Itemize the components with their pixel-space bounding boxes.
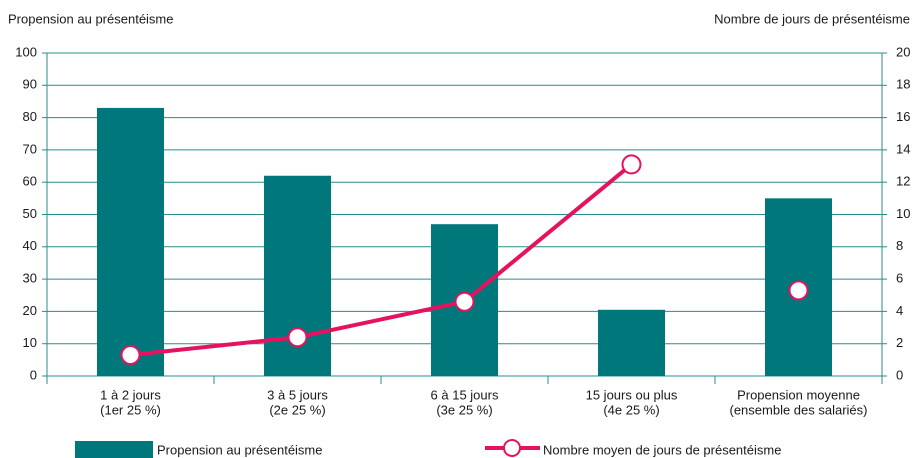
- legend-label: Propension au présentéisme: [157, 442, 323, 457]
- y-tick-label: 10: [23, 335, 37, 350]
- y2-tick-label: 12: [896, 174, 910, 189]
- x-tick-label: Propension moyenne: [737, 387, 860, 402]
- line-marker: [621, 154, 642, 175]
- y-tick-label: 60: [23, 174, 37, 189]
- y2-tick-label: 6: [896, 271, 903, 286]
- line-marker: [287, 327, 308, 348]
- x-tick-label: (ensemble des salariés): [729, 402, 867, 417]
- y2-tick-label: 18: [896, 77, 910, 92]
- y-tick-label: 20: [23, 303, 37, 318]
- y-axis-title: Propension au présentéisme: [8, 11, 174, 26]
- y-tick-label: 90: [23, 77, 37, 92]
- legend-label: Nombre moyen de jours de présentéisme: [543, 442, 781, 457]
- x-tick-label: (2e 25 %): [269, 402, 325, 417]
- bar: [97, 107, 164, 376]
- y2-tick-label: 20: [896, 44, 910, 59]
- bar: [598, 309, 665, 376]
- y-tick-label: 80: [23, 109, 37, 124]
- legend-swatch: [75, 441, 153, 458]
- x-tick-label: (3e 25 %): [436, 402, 492, 417]
- y2-tick-label: 2: [896, 335, 903, 350]
- y2-tick-label: 0: [896, 367, 903, 382]
- y2-tick-label: 10: [896, 206, 910, 221]
- y2-axis-title: Nombre de jours de présentéisme: [714, 11, 910, 26]
- line-marker: [454, 291, 475, 312]
- y-tick-label: 0: [30, 367, 37, 382]
- y-tick-label: 50: [23, 206, 37, 221]
- y-tick-label: 30: [23, 271, 37, 286]
- y-tick-label: 40: [23, 238, 37, 253]
- y2-tick-label: 8: [896, 238, 903, 253]
- y2-tick-label: 14: [896, 141, 910, 156]
- legend-marker: [503, 439, 521, 457]
- x-tick-label: (1er 25 %): [100, 402, 161, 417]
- y2-tick-label: 16: [896, 109, 910, 124]
- x-tick-label: 6 à 15 jours: [431, 387, 499, 402]
- line-marker: [788, 280, 809, 301]
- y2-tick-label: 4: [896, 303, 903, 318]
- x-tick-label: 1 à 2 jours: [100, 387, 161, 402]
- x-tick-label: (4e 25 %): [603, 402, 659, 417]
- y-tick-label: 100: [15, 44, 37, 59]
- y-tick-label: 70: [23, 141, 37, 156]
- x-tick-label: 3 à 5 jours: [267, 387, 328, 402]
- line-marker: [120, 345, 141, 366]
- x-tick-label: 15 jours ou plus: [586, 387, 678, 402]
